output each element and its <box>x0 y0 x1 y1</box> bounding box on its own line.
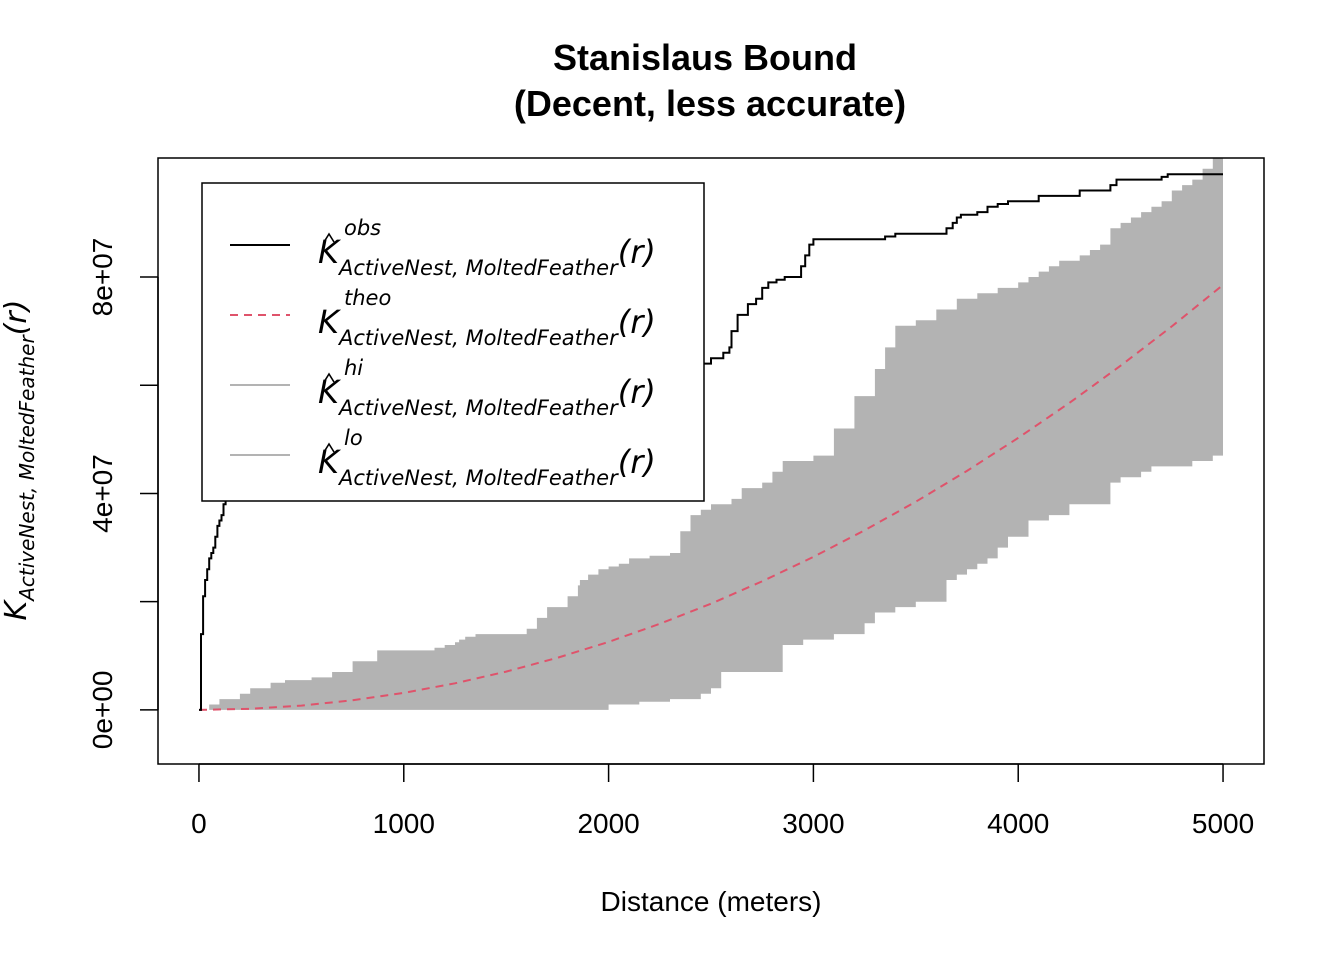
y-axis-label-arg: (r) <box>0 300 34 336</box>
chart-title: Stanislaus Bound <box>553 37 857 78</box>
legend-label-hi: KActiveNest, MoltedFeather(r) <box>318 373 656 420</box>
y-axis-label-base: K <box>0 598 34 620</box>
x-tick-label: 0 <box>191 808 207 839</box>
y-tick-label: 4e+07 <box>87 454 118 533</box>
y-tick-label: 8e+07 <box>87 238 118 317</box>
chart-subtitle: (Decent, less accurate) <box>514 83 906 124</box>
legend-hat-obs <box>323 232 335 243</box>
x-tick-label: 3000 <box>782 808 844 839</box>
legend-superscript-obs: obs <box>344 216 381 240</box>
x-axis: 0 1000 2000 3000 4000 5000 <box>191 763 1254 839</box>
x-tick-label: 4000 <box>987 808 1049 839</box>
legend-hat-lo <box>323 442 335 453</box>
x-axis-label: Distance (meters) <box>601 886 822 917</box>
legend-superscript-lo: lo <box>344 426 363 450</box>
legend-label-theo: KActiveNest, MoltedFeather(r) <box>318 303 656 350</box>
legend: KActiveNest, MoltedFeather(r)obsKActiveN… <box>201 182 705 502</box>
series-hi-lo-envelope <box>199 158 1223 710</box>
y-axis: 0e+00 4e+07 8e+07 <box>87 238 159 750</box>
envelope-band <box>199 158 1223 710</box>
legend-superscript-hi: hi <box>344 356 363 380</box>
x-tick-label: 2000 <box>577 808 639 839</box>
x-tick-label: 1000 <box>373 808 435 839</box>
y-axis-label-subscript: ActiveNest, MoltedFeather <box>15 334 39 603</box>
series-theo-line <box>198 284 1224 711</box>
svg-text:KActiveNest, MoltedFeather(r): KActiveNest, MoltedFeather(r) <box>0 300 39 621</box>
y-tick-label: 0e+00 <box>87 671 118 750</box>
legend-label-obs: KActiveNest, MoltedFeather(r) <box>318 233 656 280</box>
x-tick-label: 5000 <box>1192 808 1254 839</box>
legend-hat-hi <box>323 372 335 383</box>
legend-superscript-theo: theo <box>344 286 391 310</box>
legend-box <box>201 182 705 502</box>
y-axis-label: KActiveNest, MoltedFeather(r) <box>0 300 39 621</box>
legend-label-lo: KActiveNest, MoltedFeather(r) <box>318 443 656 490</box>
